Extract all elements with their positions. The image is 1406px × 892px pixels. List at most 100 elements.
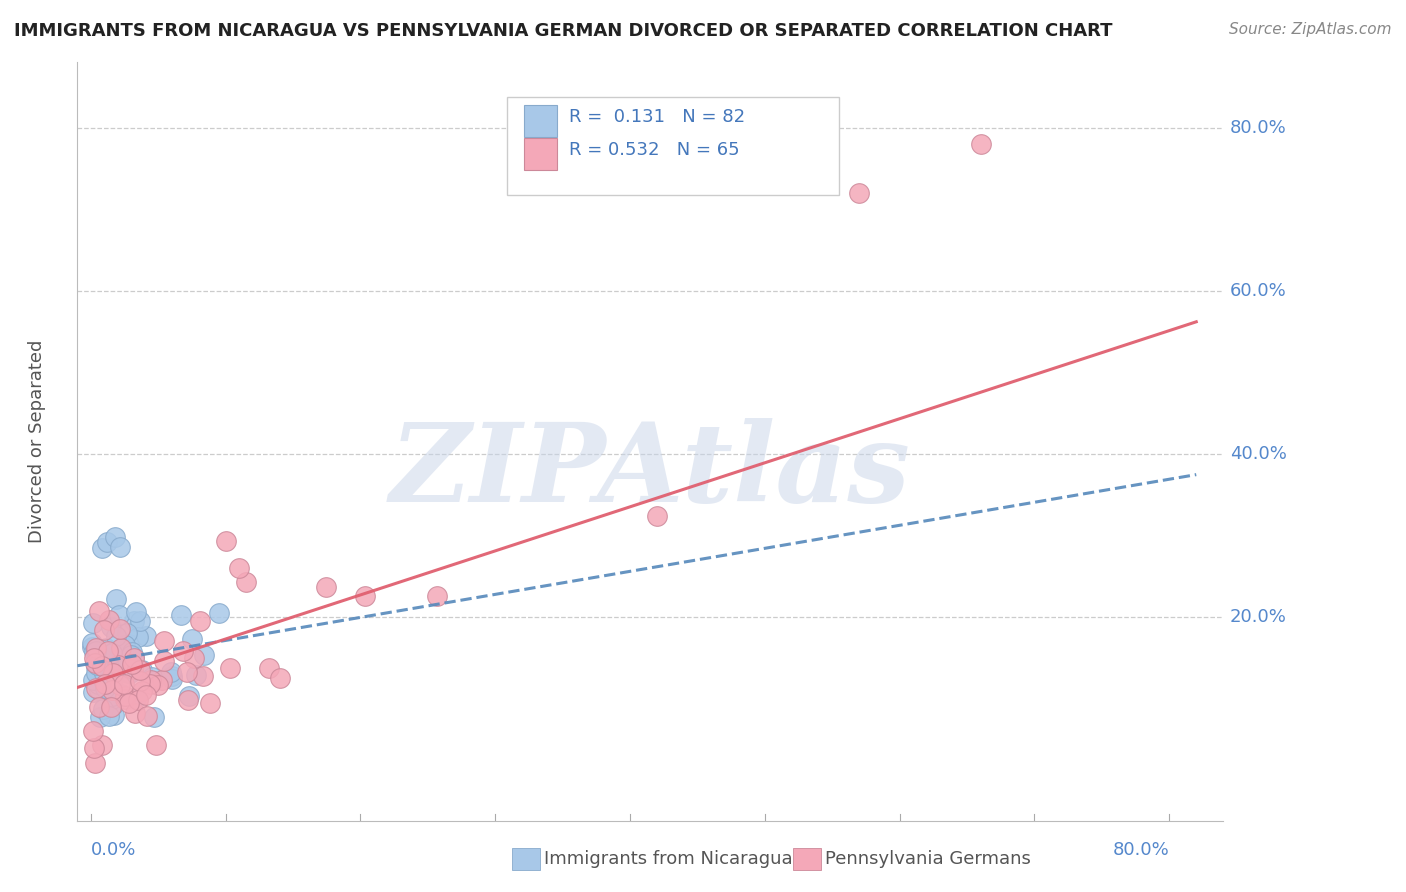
Point (87, 700, 110, 714)
Point (114, 638, 136, 652)
Point (114, 689, 136, 703)
Point (91, 664, 114, 678)
Point (122, 650, 145, 665)
Point (84, 641, 107, 656)
Point (426, 589, 449, 603)
Point (104, 592, 127, 607)
Point (215, 533, 238, 548)
Point (131, 663, 153, 677)
Point (135, 709, 157, 723)
Point (84, 666, 107, 681)
Text: R = 0.532   N = 65: R = 0.532 N = 65 (569, 142, 740, 160)
Point (98, 668, 121, 682)
Point (98, 681, 121, 696)
Point (100, 620, 122, 634)
Text: Immigrants from Nicaragua: Immigrants from Nicaragua (544, 850, 793, 868)
Point (118, 666, 141, 681)
Point (82, 724, 104, 739)
Point (191, 668, 214, 682)
Point (219, 661, 242, 675)
Point (177, 693, 200, 707)
Point (87, 682, 110, 697)
Point (143, 709, 166, 723)
Point (100, 665, 122, 680)
Point (141, 673, 163, 687)
Point (82, 640, 104, 654)
Point (94, 677, 117, 691)
Point (257, 661, 280, 675)
Point (82, 615, 104, 630)
Point (96, 641, 118, 656)
Point (115, 625, 138, 640)
Point (131, 683, 153, 698)
Text: 20.0%: 20.0% (1230, 607, 1286, 626)
Text: Pennsylvania Germans: Pennsylvania Germans (825, 850, 1031, 868)
Point (103, 646, 125, 660)
Text: Divorced or Separated: Divorced or Separated (28, 340, 46, 543)
Point (100, 692, 122, 706)
Point (145, 739, 167, 753)
Text: 60.0%: 60.0% (1230, 282, 1286, 300)
FancyBboxPatch shape (524, 105, 557, 136)
Point (104, 653, 127, 667)
Point (125, 606, 148, 620)
Point (86, 681, 108, 695)
Point (141, 670, 163, 684)
Point (84, 660, 107, 674)
Point (112, 677, 135, 691)
Point (86, 677, 108, 691)
Point (83, 644, 105, 658)
Point (110, 622, 132, 636)
Point (135, 629, 157, 643)
Point (101, 698, 124, 713)
Point (129, 615, 152, 629)
Point (129, 663, 152, 677)
Point (122, 650, 145, 665)
Point (101, 683, 124, 698)
Point (94, 649, 117, 664)
Point (107, 658, 129, 673)
Point (111, 640, 134, 655)
Point (96, 534, 118, 549)
Point (170, 608, 193, 623)
Point (83, 656, 105, 670)
Point (188, 614, 211, 628)
Point (108, 607, 131, 622)
Point (142, 674, 165, 689)
Point (146, 678, 169, 692)
Point (87, 666, 110, 681)
Point (150, 673, 173, 687)
Point (122, 662, 145, 676)
Point (125, 690, 148, 705)
Point (97, 708, 120, 723)
FancyBboxPatch shape (508, 96, 839, 195)
Point (117, 665, 139, 680)
Point (152, 654, 174, 668)
Point (84, 644, 107, 658)
Point (122, 615, 145, 629)
Point (101, 665, 124, 680)
FancyBboxPatch shape (524, 138, 557, 170)
Point (82, 673, 104, 688)
Point (110, 641, 132, 656)
Point (98, 613, 121, 627)
Point (184, 668, 207, 682)
Point (104, 629, 127, 643)
Point (86, 657, 108, 672)
Point (104, 530, 127, 544)
Point (84, 756, 107, 770)
Point (120, 648, 142, 662)
Point (110, 687, 132, 701)
Point (269, 671, 291, 685)
Point (160, 669, 183, 683)
Point (121, 657, 143, 671)
Point (172, 644, 194, 658)
Point (87, 604, 110, 618)
Point (848, 186, 870, 200)
Point (89, 658, 111, 673)
Point (235, 574, 257, 589)
Point (135, 689, 157, 703)
Point (969, 136, 991, 151)
Point (91, 652, 114, 666)
Point (228, 561, 250, 575)
